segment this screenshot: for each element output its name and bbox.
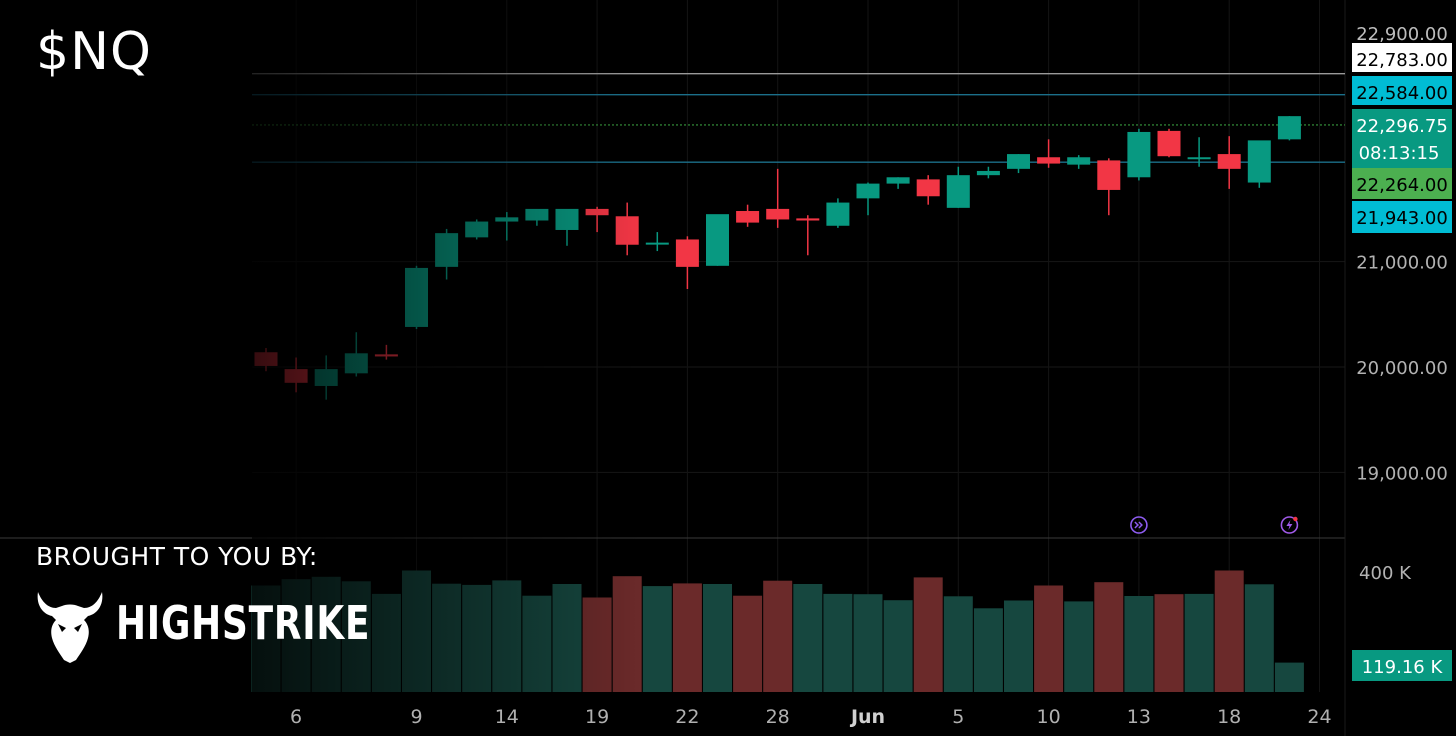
price-tick-label-partial: 22,900.00 [1356,24,1448,45]
candle-body [675,239,699,267]
candle-body [766,208,790,220]
double-chevron-icon [1130,516,1148,534]
brand-name: HIGHSTRIKE [116,596,371,650]
price-label: 22,584.00 [1356,83,1448,104]
price-label: 22,264.00 [1356,175,1448,196]
price-label-box [1352,168,1452,199]
volume-bar [1124,596,1154,692]
candle-body [886,177,910,184]
volume-bar [642,586,672,692]
volume-bar [763,580,793,692]
volume-bar [733,595,763,692]
event-markers[interactable] [1130,516,1299,534]
brought-to-you-by: BROUGHT TO YOU BY: [36,542,318,571]
current-volume-box [1352,650,1452,681]
price-tick-label: 19,000.00 [1356,463,1448,484]
volume-bar [943,596,973,692]
current-volume-label: 119.16 K [1362,657,1444,678]
time-tick-label: 18 [1217,706,1241,728]
volume-bar [853,594,883,692]
volume-bar [823,593,853,692]
candle-body [645,242,669,245]
chevron-glyph [1134,521,1143,529]
price-label: 22,296.75 [1356,116,1448,137]
volume-bar [1154,594,1184,692]
volume-tick-label: 400 K [1359,563,1412,584]
candlesticks [252,0,1301,694]
time-tick-label: 24 [1307,706,1331,728]
volume-bar [793,584,823,692]
price-tick-label: 21,000.00 [1356,253,1448,274]
time-tick-label: 14 [495,706,519,728]
time-tick-label: 22 [675,706,699,728]
volume-bar [1034,585,1064,692]
lightning-glyph [1286,520,1293,530]
price-label-box [1352,76,1452,105]
candle-body [1247,140,1271,183]
ticker-symbol: $NQ [36,22,152,82]
volume-bar [1274,662,1304,692]
candle-body [706,214,729,266]
volume-bar [1184,593,1214,692]
price-label-box [1352,109,1452,171]
time-tick-label: 6 [290,706,302,728]
price-label-box [1352,201,1452,233]
volume-bar [672,583,702,692]
time-tick-label: Jun [849,706,885,728]
time-tick-label: 13 [1127,706,1151,728]
volume-bar [973,608,1003,692]
bull-head-icon [37,592,103,663]
candle-body [976,170,1000,176]
candle-body [826,202,850,226]
candle-body [1037,157,1061,164]
candle-body [1217,154,1241,169]
axes: 22,900.00 19,000.00 20,000.00 21,000.00 400 … [290,24,1452,728]
volume-bar [913,577,943,692]
volume-bar [1094,582,1124,692]
time-tick-label: 5 [952,706,964,728]
volume-bar [703,584,732,692]
history-fade [252,0,642,694]
countdown-label: 08:13:15 [1359,143,1440,164]
candle-body [1097,160,1121,190]
time-tick-label: 9 [410,706,422,728]
candle-body [736,211,760,223]
lightning-icon [1280,516,1299,534]
volume-bar [1064,601,1094,692]
alert-dot [1293,516,1298,522]
price-label-box [1352,43,1452,72]
candle-body [946,175,970,208]
volume-bar [1004,600,1033,692]
candle-body [1277,116,1301,140]
volume-bar [1214,570,1244,692]
time-tick-label: 10 [1037,706,1061,728]
candle-body [1157,130,1181,157]
volume-bar [883,600,913,692]
candle-body [1067,157,1091,165]
price-label: 21,943.00 [1356,208,1448,229]
candle-body [796,218,820,221]
volume-bar [1244,584,1274,692]
candle-body [1007,154,1030,169]
candle-body [916,179,940,197]
price-label: 22,783.00 [1356,50,1448,71]
candle-body [856,183,880,199]
time-tick-label: 19 [585,706,609,728]
price-tick-label: 20,000.00 [1356,358,1448,379]
candle-body [1187,157,1211,160]
time-tick-label: 28 [766,706,790,728]
candle-body [1127,131,1151,178]
